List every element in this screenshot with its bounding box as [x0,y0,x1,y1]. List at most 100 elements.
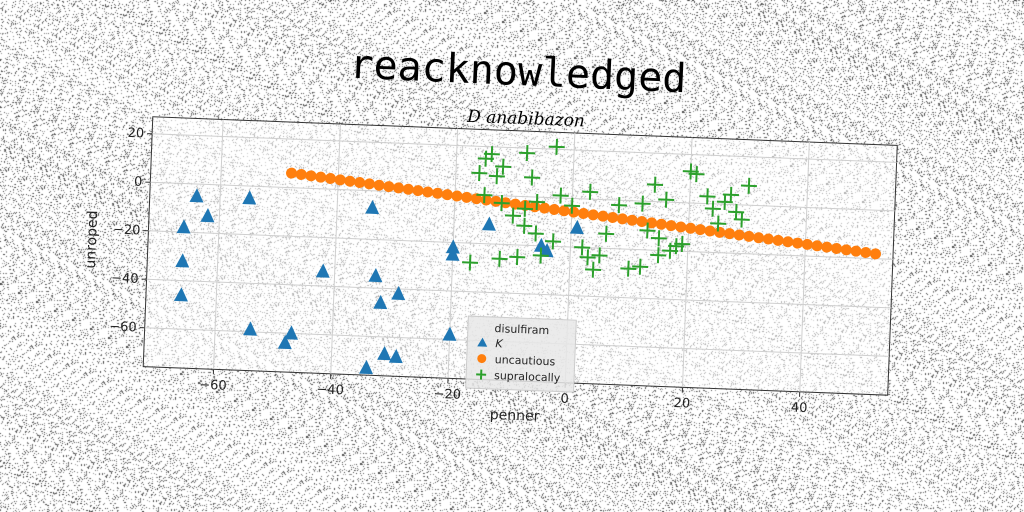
data-point-uncautious [733,229,745,241]
data-point-supralocally [710,215,727,232]
data-point-uncautious [821,241,833,253]
data-point-uncautious [451,190,463,202]
data-point-supralocally [548,138,565,155]
data-point-supralocally [476,187,493,204]
data-point-uncautious [626,214,638,226]
data-point-uncautious [850,245,862,257]
data-point-supralocally [495,158,512,175]
series-supralocally [462,138,757,278]
data-point-k [175,253,190,268]
data-point-supralocally [647,176,664,193]
data-point-supralocally [611,197,628,214]
legend-title: disulfiram [494,322,549,337]
data-point-supralocally [699,188,716,205]
data-point-uncautious [461,191,473,203]
data-point-supralocally [516,217,533,234]
data-point-uncautious [655,218,667,230]
data-point-supralocally [545,233,562,250]
data-point-uncautious [578,207,590,219]
data-point-uncautious [685,222,697,234]
data-point-uncautious [831,242,843,254]
data-point-supralocally [639,222,656,239]
data-point-supralocally [688,166,705,183]
data-point-uncautious [597,210,609,222]
x-axis-label: penner [489,407,539,425]
data-point-k [539,242,554,258]
data-point-uncautious [344,175,356,187]
data-point-supralocally [528,193,546,211]
y-tick-label: −60 [109,319,137,335]
x-tick-label: −40 [316,382,344,398]
data-point-k [391,285,406,301]
data-point-k [315,263,330,278]
data-point-supralocally [509,249,526,266]
data-point-supralocally [716,193,733,210]
data-point-uncautious [665,220,677,232]
figure-suptitle: reacknowledged [349,42,688,103]
data-point-supralocally [598,225,615,242]
data-point-uncautious [558,205,570,217]
data-point-supralocally [462,254,479,271]
y-tick-label: −20 [113,222,141,238]
data-point-uncautious [422,186,434,198]
data-point-k [359,359,373,375]
data-point-supralocally [552,187,569,204]
data-point-uncautious [636,216,648,228]
data-point-k [243,321,258,336]
data-point-k [373,294,388,310]
data-point-k [442,326,457,341]
data-point-uncautious [762,233,774,245]
data-point-uncautious [441,189,453,201]
chart-title: D anabibazon [466,107,585,132]
data-point-uncautious [772,234,784,246]
legend-label-k: K [495,337,503,350]
data-point-supralocally [471,165,488,182]
data-point-uncautious [753,232,765,244]
y-grid-line [146,278,892,309]
data-point-uncautious [539,202,551,214]
data-point-k [173,287,188,302]
data-point-uncautious [363,178,375,190]
data-point-supralocally [519,144,536,162]
data-point-uncautious [869,248,881,260]
x-tick-label: 0 [560,392,569,407]
data-point-uncautious [694,224,706,236]
data-point-supralocally [650,247,667,264]
data-point-uncautious [354,177,366,189]
data-point-supralocally [585,261,602,278]
y-axis-ticks: 20 0 −20 −40 −60 [109,126,153,335]
data-point-supralocally [491,250,508,267]
data-point-supralocally [483,146,500,163]
data-point-k [365,199,380,215]
data-point-k [368,267,383,283]
data-point-k [284,325,299,340]
data-point-uncautious [295,168,307,180]
x-grid-line [330,123,341,374]
data-point-uncautious [393,182,405,194]
y-grid-line [150,181,895,212]
data-point-uncautious [412,185,424,197]
data-point-uncautious [587,209,599,221]
data-point-k [481,216,496,231]
data-point-supralocally [574,239,591,256]
data-point-k [377,346,392,361]
data-point-supralocally [524,169,541,186]
data-point-uncautious [704,225,716,237]
data-point-uncautious [548,203,560,215]
data-point-uncautious [402,183,414,195]
data-point-supralocally [579,249,596,266]
data-point-k [445,246,460,261]
data-point-uncautious [782,236,794,248]
data-point-supralocally [740,177,757,194]
data-point-k [445,239,460,254]
data-point-supralocally [532,247,549,264]
data-point-uncautious [860,247,872,259]
data-point-uncautious [616,213,628,225]
data-point-supralocally [591,247,608,264]
legend-label-supralocally: supralocally [494,369,561,385]
data-point-k [277,334,292,350]
data-point-uncautious [811,240,823,252]
data-point-supralocally [504,207,522,224]
data-point-supralocally [564,197,581,214]
